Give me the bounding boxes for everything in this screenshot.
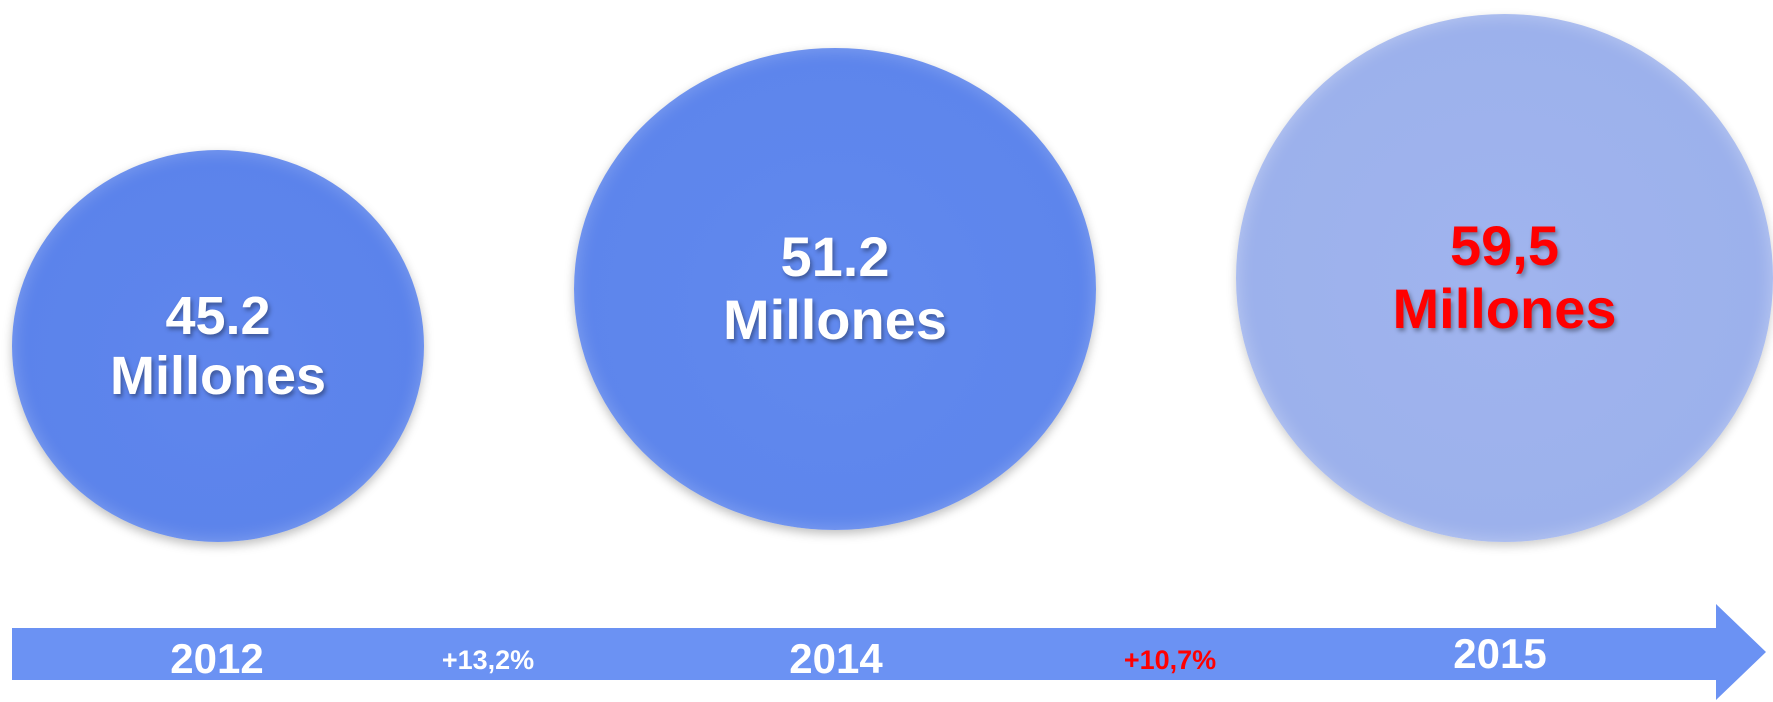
timeline-arrow-shape bbox=[12, 604, 1766, 700]
bubble-value-2014: 51.2 bbox=[780, 225, 890, 289]
bubble-2012: 45.2 Millones bbox=[12, 150, 424, 542]
bubble-value-2015: 59,5 bbox=[1450, 214, 1559, 278]
bubble-value-2012: 45.2 bbox=[165, 285, 271, 346]
bubble-unit-2014: Millones bbox=[722, 288, 948, 351]
growth-label-2014-2015: +10,7% bbox=[1123, 645, 1217, 675]
year-label-2012: 2012 bbox=[170, 635, 264, 682]
bubble-unit-2015: Millones bbox=[1392, 277, 1617, 340]
year-label-2014: 2014 bbox=[789, 635, 883, 682]
growth-label-2012-2014: +13,2% bbox=[441, 645, 535, 675]
year-label-2015: 2015 bbox=[1453, 630, 1547, 677]
bubble-2014: 51.2 Millones bbox=[574, 48, 1096, 530]
bubble-2015: 59,5 Millones bbox=[1236, 14, 1773, 542]
bubble-unit-2012: Millones bbox=[109, 346, 327, 406]
